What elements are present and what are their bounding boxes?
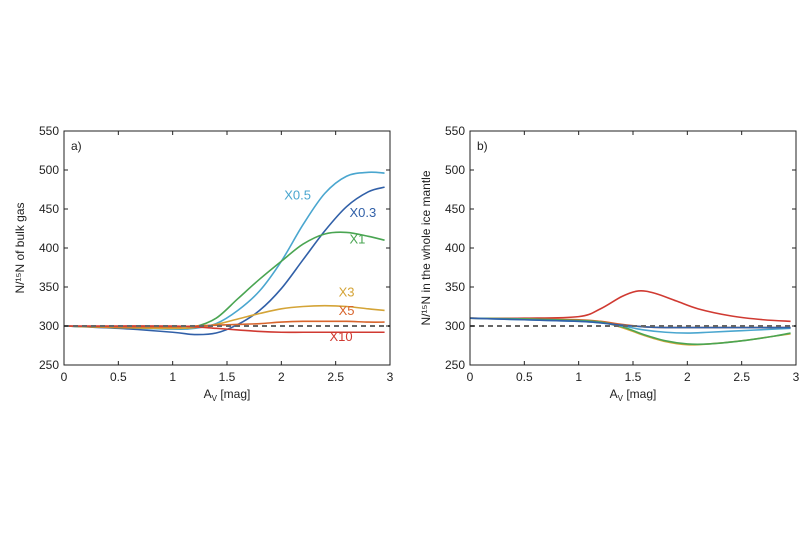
- panel-a-xtick-label: 2.5: [327, 370, 344, 384]
- panel-a-xtick-label: 0.5: [110, 370, 127, 384]
- panel-a-line-x0-3: [64, 186, 385, 336]
- panel-a-ytick-label: 550: [39, 124, 59, 138]
- panel-b-xtick-label: 2.5: [733, 370, 750, 384]
- panel-b-ytick-label: 250: [445, 358, 465, 372]
- panel-b-xlabel: AV [mag]: [610, 387, 657, 403]
- panel-b-ylabel: N/¹⁵N in the whole ice mantle: [419, 170, 433, 325]
- panel-a-ytick-label: 350: [39, 280, 59, 294]
- panel-b-ytick-label: 450: [445, 202, 465, 216]
- panel-a-xtick-label: 1: [169, 370, 176, 384]
- panel-a-xtick-label: 0: [61, 370, 68, 384]
- panel-a-panel-label: a): [71, 139, 82, 153]
- panel-a-annotation-x3: X3: [339, 284, 355, 299]
- panel-b-series: [470, 289, 791, 346]
- panel-a-annotation-x10: X10: [330, 329, 353, 344]
- panel-a-xtick-label: 1.5: [219, 370, 236, 384]
- panel-b-xtick-label: 1.5: [625, 370, 642, 384]
- panel-a-ytick-label: 300: [39, 319, 59, 333]
- panel-b-ytick-label: 350: [445, 280, 465, 294]
- panel-b-xtick-label: 3: [793, 370, 800, 384]
- panel-a-series: [64, 171, 385, 336]
- panel-b-ytick-label: 500: [445, 163, 465, 177]
- panel-a-line-x1: [64, 231, 385, 330]
- panel-a-ytick-label: 400: [39, 241, 59, 255]
- panel-b-line-x10: [470, 289, 791, 323]
- panel-b-xtick-label: 2: [684, 370, 691, 384]
- panel-b-ice-mantle: 0 0.5 1 1.5 2 2.5 3 250 300 350 400 450 500 550 AV [ma…: [419, 124, 800, 403]
- panel-b-ytick-label: 400: [445, 241, 465, 255]
- panel-b-panel-label: b): [477, 139, 488, 153]
- panel-b-line-x1: [470, 317, 791, 346]
- panel-a-ytick-label: 250: [39, 358, 59, 372]
- panel-a-xtick-label: 2: [278, 370, 285, 384]
- panel-b-ytick-label: 550: [445, 124, 465, 138]
- panel-a-ylabel: N/¹⁵N of bulk gas: [13, 202, 27, 293]
- panel-a-annotation-x0-3: X0.3: [349, 205, 376, 220]
- panel-b-xtick-label: 1: [575, 370, 582, 384]
- panel-b-ytick-label: 300: [445, 319, 465, 333]
- panel-a-line-x3: [64, 304, 385, 330]
- panel-a-ytick-label: 450: [39, 202, 59, 216]
- panel-a-annotation-x1: X1: [349, 231, 365, 246]
- panel-b-xtick-label: 0: [467, 370, 474, 384]
- panel-a-annotation-x5: X5: [339, 303, 355, 318]
- panel-b-xtick-label: 0.5: [516, 370, 533, 384]
- panel-a-annotation-x0-5: X0.5: [284, 188, 311, 203]
- panel-a-xtick-label: 3: [387, 370, 394, 384]
- panel-b-line-x0-3: [470, 317, 791, 329]
- panel-a-bulk-gas: 0 0.5 1 1.5 2 2.5 3 250 300 350 400 450 500 550 AV [ma…: [13, 124, 394, 403]
- panel-a-xlabel: AV [mag]: [204, 387, 251, 403]
- panel-a-ytick-label: 500: [39, 163, 59, 177]
